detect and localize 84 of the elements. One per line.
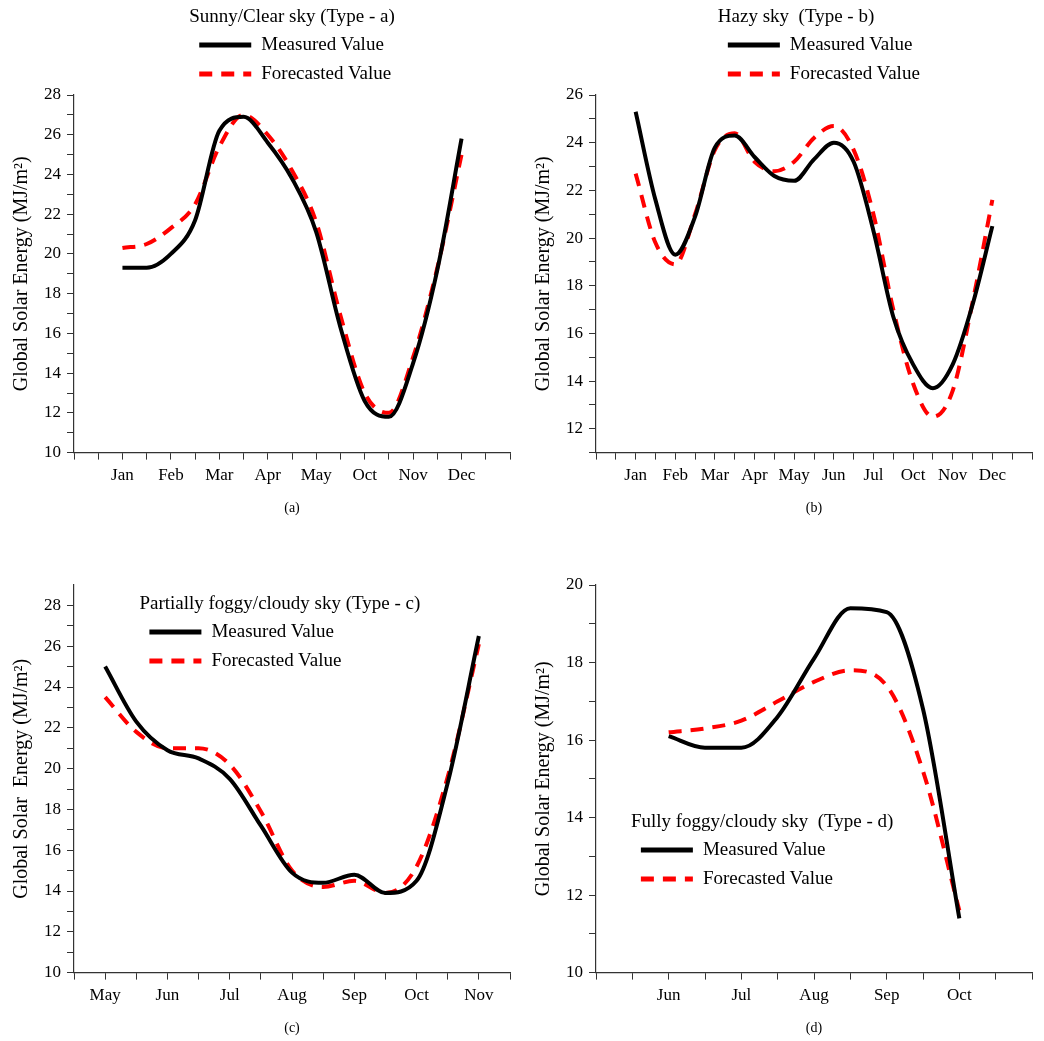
text: (d) xyxy=(805,1020,823,1036)
y-tick-label: 18 xyxy=(44,283,61,303)
x-tick-label: Sep xyxy=(873,985,900,1005)
y-tick-label: 12 xyxy=(566,884,583,904)
y-tick-label: 26 xyxy=(44,635,61,655)
y-tick-label: 24 xyxy=(44,163,62,183)
y-tick-label: 20 xyxy=(566,227,583,247)
y-tick-label: 24 xyxy=(566,132,584,152)
y-axis-title: Global Solar Energy (MJ/m²) xyxy=(9,658,33,899)
y-tick-label: 22 xyxy=(44,717,61,737)
y-tick-label: 12 xyxy=(566,418,583,438)
x-tick-label: Sep xyxy=(341,985,368,1005)
legend-label: Measured Value xyxy=(261,32,384,54)
x-tick-label: Mar xyxy=(700,465,730,485)
y-tick-label: 14 xyxy=(566,370,584,390)
x-tick-label: Feb xyxy=(662,465,689,485)
y-tick-label: 18 xyxy=(566,651,583,671)
x-tick-label: Feb xyxy=(158,465,184,485)
text: (c) xyxy=(284,1020,301,1036)
y-tick-label: 24 xyxy=(44,676,62,696)
legend-label: Forecasted Value xyxy=(261,61,392,83)
x-tick-label: Jan xyxy=(624,465,648,485)
chart-title: Partially foggy/cloudy sky (Type - c) xyxy=(139,591,421,614)
legend-label: Forecasted Value xyxy=(789,61,920,83)
x-tick-label: Nov xyxy=(398,465,429,485)
y-tick-label: 16 xyxy=(566,729,583,749)
y-tick-label: 26 xyxy=(44,124,61,144)
x-tick-label: Jun xyxy=(155,985,180,1005)
y-axis-title: Global Solar Energy (MJ/m²) xyxy=(531,156,555,392)
y-tick-label: 22 xyxy=(44,203,61,223)
y-tick-label: 20 xyxy=(44,758,61,778)
y-tick-label: 12 xyxy=(44,402,61,422)
legend-label: Measured Value xyxy=(702,838,826,860)
y-tick-label: 14 xyxy=(44,880,62,900)
x-tick-label: Oct xyxy=(900,465,926,485)
y-axis-title: Global Solar Energy (MJ/m²) xyxy=(531,661,555,897)
x-tick-label: Jul xyxy=(731,985,752,1005)
legend-label: Measured Value xyxy=(211,619,334,641)
legend-label: Forecasted Value xyxy=(211,648,342,670)
y-tick-label: 16 xyxy=(566,322,583,342)
x-tick-label: Nov xyxy=(938,465,968,485)
x-tick-label: Jan xyxy=(111,465,135,485)
x-tick-label: Oct xyxy=(947,985,972,1005)
x-tick-label: Jul xyxy=(863,465,884,485)
legend-label: Forecasted Value xyxy=(702,867,833,889)
y-tick-label: 22 xyxy=(566,179,583,199)
y-tick-label: 10 xyxy=(44,962,61,982)
y-tick-label: 20 xyxy=(566,574,583,594)
y-tick-label: 28 xyxy=(44,594,61,614)
y-tick-label: 28 xyxy=(44,84,61,104)
x-tick-label: Oct xyxy=(404,985,430,1005)
y-tick-label: 26 xyxy=(566,84,583,104)
x-tick-label: Mar xyxy=(205,465,234,485)
y-tick-label: 20 xyxy=(44,243,61,263)
x-tick-label: Jul xyxy=(219,985,240,1005)
x-tick-label: Aug xyxy=(799,985,830,1005)
y-tick-label: 14 xyxy=(44,362,62,382)
text: (a) xyxy=(284,500,301,516)
y-tick-label: 16 xyxy=(44,322,61,342)
y-axis-title: Global Solar Energy (MJ/m²) xyxy=(9,156,33,392)
x-tick-label: Aug xyxy=(277,985,308,1005)
chart-title: Hazy sky (Type - b) xyxy=(717,4,875,27)
chart-title: Sunny/Clear sky (Type - a) xyxy=(189,4,395,27)
y-tick-label: 10 xyxy=(44,442,61,462)
x-tick-label: Jun xyxy=(656,985,681,1005)
y-tick-label: 14 xyxy=(566,807,584,827)
x-tick-label: Oct xyxy=(352,465,378,485)
x-tick-label: Jun xyxy=(822,465,847,485)
x-tick-label: May xyxy=(778,465,811,485)
x-tick-label: May xyxy=(300,465,333,485)
y-tick-label: 18 xyxy=(44,798,61,818)
legend-label: Measured Value xyxy=(789,32,913,54)
x-tick-label: Nov xyxy=(464,985,494,1005)
x-tick-label: Apr xyxy=(741,465,769,485)
x-tick-label: May xyxy=(89,985,122,1005)
y-tick-label: 12 xyxy=(44,921,61,941)
text: (b) xyxy=(805,500,823,516)
x-tick-label: Apr xyxy=(254,465,282,485)
y-tick-label: 16 xyxy=(44,839,61,859)
y-tick-label: 10 xyxy=(566,962,583,982)
y-tick-label: 18 xyxy=(566,275,583,295)
x-tick-label: Dec xyxy=(447,465,476,485)
x-tick-label: Dec xyxy=(978,465,1007,485)
text: Fully foggy/cloudy sky (Type - d) xyxy=(630,810,894,833)
